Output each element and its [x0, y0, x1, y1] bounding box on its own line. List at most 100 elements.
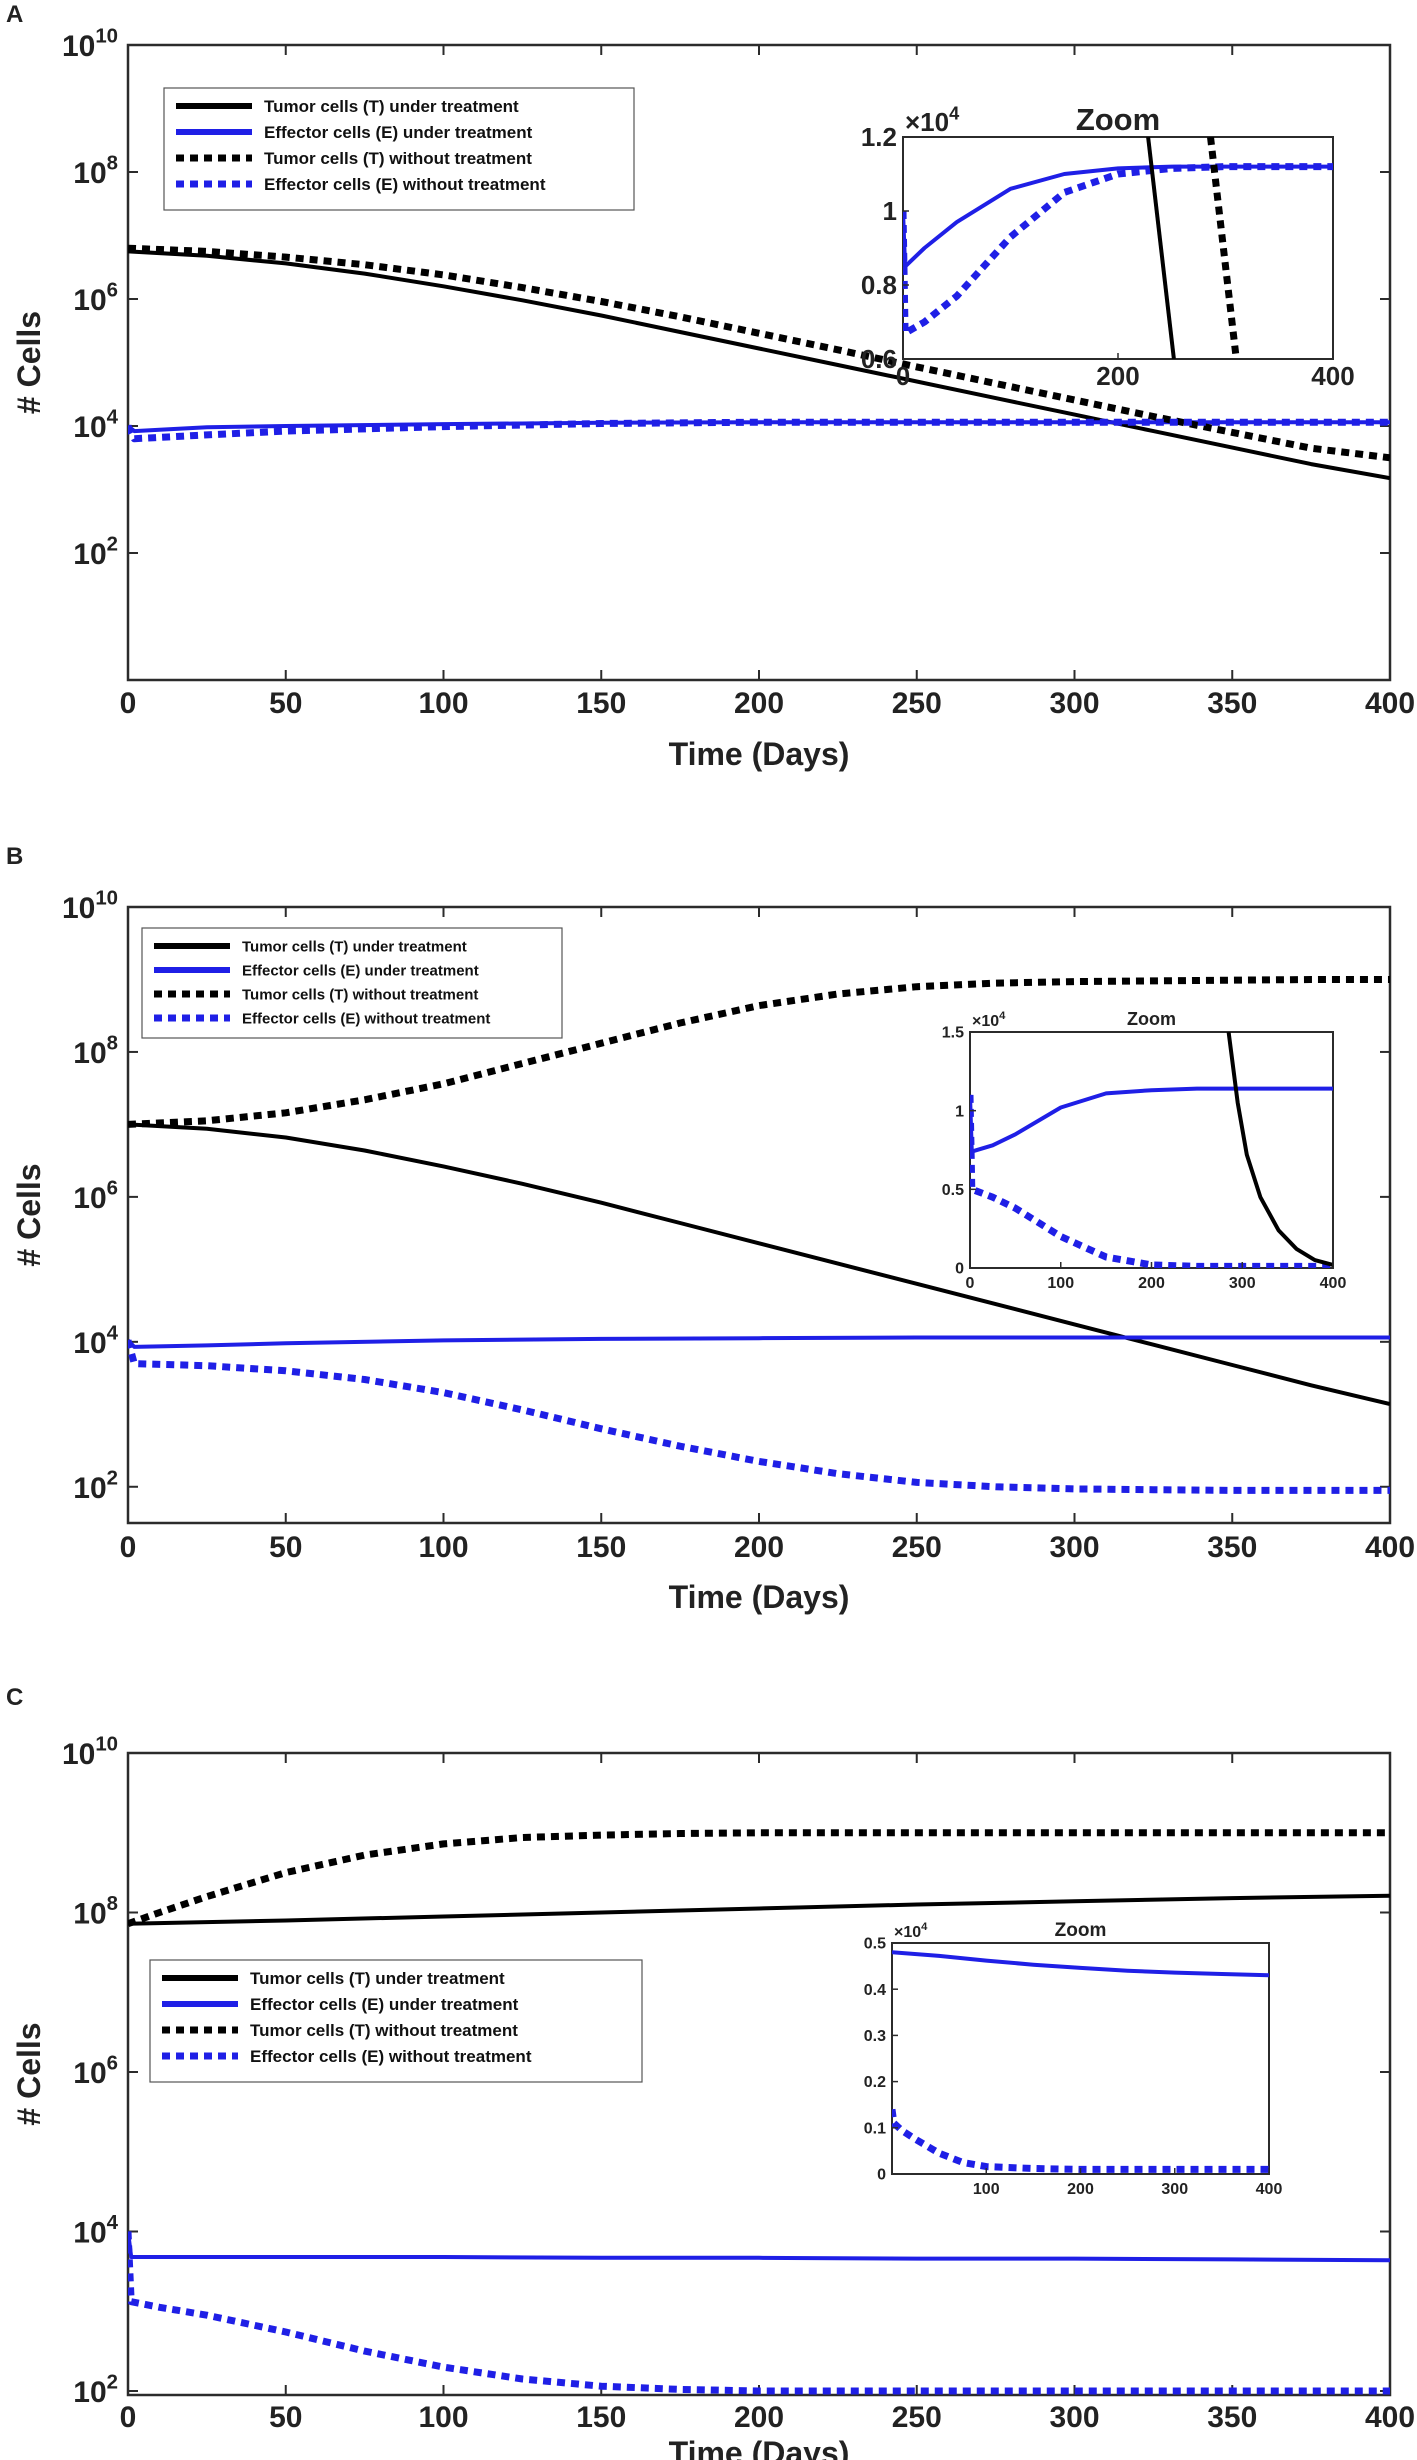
series-line-blue-solid: [128, 1335, 1390, 1349]
inset-y-tick-label: 0.3: [864, 2028, 886, 2045]
x-tick-label: 50: [269, 687, 302, 720]
legend-entry: Tumor cells (T) under treatment: [250, 1969, 505, 1988]
y-tick-label: 106: [73, 1177, 118, 1215]
y-axis-label: # Cells: [11, 311, 47, 414]
legend-entry: Effector cells (E) under treatment: [242, 962, 479, 979]
series-group: [128, 1829, 1390, 2395]
x-tick-label: 100: [418, 2401, 468, 2434]
inset-y-tick-label: 1.2: [861, 122, 897, 152]
inset-line-blue-dotted: [903, 163, 1333, 337]
inset-multiplier: ×104: [972, 1010, 1006, 1030]
inset-x-tick-label: 300: [1229, 1275, 1256, 1292]
series-line-blue-dotted: [128, 418, 1390, 443]
inset-y-tick-label: 0.2: [864, 2074, 886, 2091]
panel-letter-b: B: [6, 843, 23, 870]
inset-series-group: [903, 137, 1333, 359]
inset-y-tick-label: 0: [955, 1261, 964, 1278]
inset-zoom: 0 100 200 300 400 0 0.5 1 1.5 ×104 Zoom: [942, 1009, 1347, 1292]
inset-y-tick-label: 0: [877, 2167, 886, 2184]
inset-y-tick-label: 0.5: [942, 1182, 964, 1199]
x-tick-label: 200: [734, 687, 784, 720]
x-tick-label: 150: [576, 2401, 626, 2434]
x-tick-label: 0: [120, 1531, 137, 1564]
y-tick-label: 108: [73, 1893, 118, 1931]
inset-title: Zoom: [1076, 102, 1160, 137]
x-tick-label: 50: [269, 2401, 302, 2434]
x-tick-label: 400: [1365, 2401, 1415, 2434]
x-tick-label: 350: [1207, 2401, 1257, 2434]
series-line-blue-dotted: [128, 1339, 1390, 1494]
panel-letter-a: A: [6, 1, 23, 28]
inset-multiplier: ×104: [905, 103, 960, 137]
x-tick-label: 0: [120, 2401, 137, 2434]
y-tick-label: 104: [73, 407, 118, 445]
legend-entry: Tumor cells (T) under treatment: [264, 97, 519, 116]
legend-entry: Tumor cells (T) without treatment: [264, 149, 532, 168]
x-tick-label: 350: [1207, 1531, 1257, 1564]
inset-y-tick-label: 0.1: [864, 2120, 886, 2137]
series-line-blue-dotted: [128, 2231, 1390, 2395]
x-tick-label: 350: [1207, 687, 1257, 720]
series-line-black-dotted: [128, 244, 1390, 462]
y-tick-label: 102: [73, 534, 118, 572]
x-tick-label: 150: [576, 1531, 626, 1564]
inset-x-tick-label: 300: [1161, 2181, 1188, 2198]
x-tick-label: 100: [418, 1531, 468, 1564]
inset-x-tick-label: 100: [1047, 1275, 1074, 1292]
inset-y-tick-label: 0.6: [861, 344, 897, 374]
inset-y-tick-label: 1: [883, 196, 897, 226]
legend-entry: Effector cells (E) under treatment: [264, 123, 533, 142]
inset-series-group: [892, 1950, 1269, 2173]
y-tick-label: 104: [73, 1322, 118, 1360]
series-line-black-dotted: [128, 1829, 1390, 1927]
inset-line-blue-dotted: [892, 2108, 1269, 2173]
series-line-black-solid: [128, 1122, 1390, 1407]
inset-frame: [969, 1031, 1334, 1269]
y-tick-label: 106: [73, 280, 118, 318]
inset-line-blue-solid: [892, 1950, 1269, 1978]
x-tick-label: 150: [576, 687, 626, 720]
x-tick-label: 250: [892, 687, 942, 720]
x-tick-label: 400: [1365, 687, 1415, 720]
y-tick-label: 102: [73, 1467, 118, 1505]
legend-entry: Effector cells (E) without treatment: [250, 2047, 532, 2066]
series-group: [128, 976, 1390, 1494]
panel-letter-c: C: [6, 1684, 23, 1711]
y-axis-label: # Cells: [11, 2022, 47, 2125]
inset-x-tick-label: 0: [896, 361, 910, 391]
inset-line-blue-dotted: [970, 1094, 1333, 1268]
inset-y-tick-label: 0.8: [861, 270, 897, 300]
x-tick-label: 200: [734, 1531, 784, 1564]
inset-x-tick-label: 200: [1096, 361, 1139, 391]
y-tick-label: 1010: [62, 26, 118, 64]
inset-frame: [891, 1942, 1270, 2175]
inset-y-tick-label: 0.5: [864, 1936, 886, 1953]
y-tick-label: 1010: [62, 888, 118, 926]
series-line-black-solid: [128, 1893, 1390, 1926]
inset-x-tick-label: 400: [1256, 2181, 1283, 2198]
legend-entry: Effector cells (E) without treatment: [264, 175, 546, 194]
inset-x-tick-label: 200: [1138, 1275, 1165, 1292]
inset-title: Zoom: [1055, 1920, 1107, 1941]
y-tick-label: 108: [73, 153, 118, 191]
x-tick-label: 250: [892, 2401, 942, 2434]
series-line-blue-solid: [128, 2231, 1390, 2263]
legend-entry: Tumor cells (T) without treatment: [250, 2021, 518, 2040]
inset-title: Zoom: [1127, 1009, 1176, 1029]
inset-y-tick-label: 1: [955, 1103, 964, 1120]
y-tick-label: 106: [73, 2053, 118, 2091]
inset-line-black-dotted: [1207, 137, 1240, 359]
series-line-black-solid: [128, 249, 1390, 481]
legend-entry: Tumor cells (T) without treatment: [242, 986, 478, 1003]
x-tick-label: 200: [734, 2401, 784, 2434]
x-tick-label: 50: [269, 1531, 302, 1564]
x-tick-label: 250: [892, 1531, 942, 1564]
inset-line-blue-solid: [970, 1086, 1333, 1154]
inset-line-black-solid: [1146, 137, 1176, 359]
y-tick-label: 102: [73, 2372, 118, 2410]
x-axis-label: Time (Days): [669, 1579, 850, 1615]
y-axis-label: # Cells: [11, 1163, 47, 1266]
inset-x-tick-label: 200: [1067, 2181, 1094, 2198]
legend-entry: Effector cells (E) under treatment: [250, 1995, 519, 2014]
y-tick-label: 104: [73, 2212, 118, 2250]
